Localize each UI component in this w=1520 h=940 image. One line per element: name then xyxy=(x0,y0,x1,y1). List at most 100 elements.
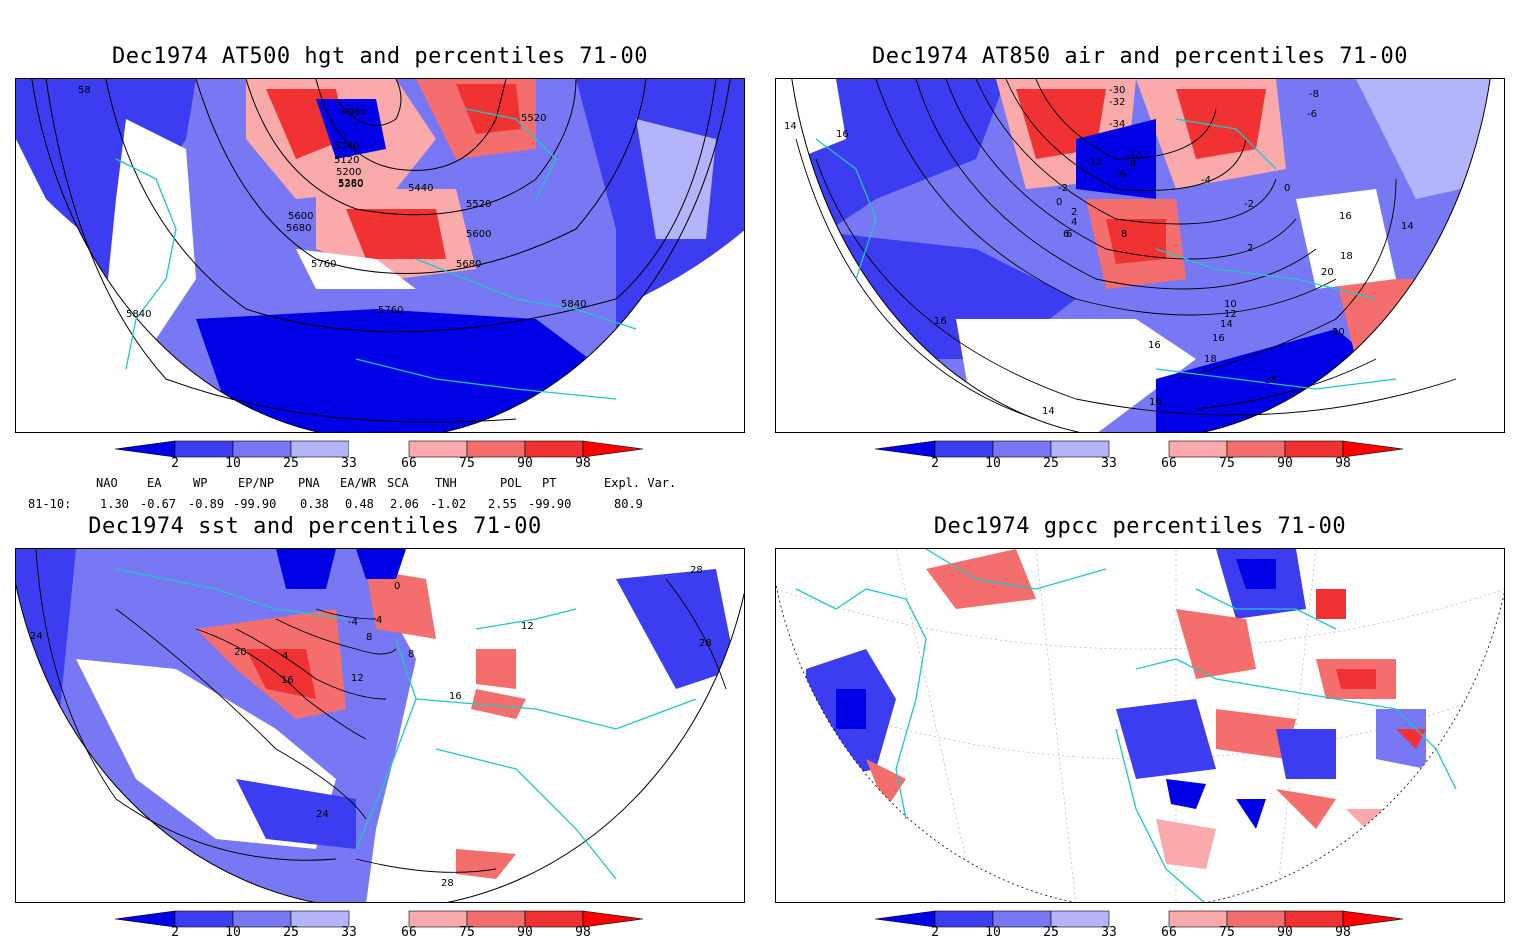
colorbar-tick: 33 xyxy=(1101,456,1117,471)
index-value: 0.38 xyxy=(300,497,329,511)
index-value: 2.06 xyxy=(390,497,419,511)
contour-label: 4 xyxy=(282,651,288,662)
contour-label: 0 xyxy=(394,581,400,592)
contour-label: 24 xyxy=(316,809,329,820)
index-value: -99.90 xyxy=(233,497,277,511)
panel-title-hgt: Dec1974 AT500 hgt and percentiles 71-00 xyxy=(111,44,649,69)
contour-label: 0 xyxy=(1284,183,1290,194)
index-value: 0.48 xyxy=(345,497,374,511)
contour-label: 8 xyxy=(1121,229,1127,240)
colorbar-tick: 33 xyxy=(341,925,357,940)
index-header: TNH xyxy=(435,476,457,490)
contour-label: 5840 xyxy=(126,309,151,320)
colorbar-tick: 90 xyxy=(517,456,533,471)
colorbar-tick: 33 xyxy=(1101,925,1117,940)
colorbar-tick: 25 xyxy=(283,456,299,471)
index-header: SCA xyxy=(387,476,409,490)
contour-label: -2 xyxy=(1058,183,1068,194)
index-header: EA xyxy=(147,476,162,490)
hgt-map-svg: 4960 5040 5120 5200 5280 5360 5440 5520 … xyxy=(16,79,744,432)
index-value: 80.9 xyxy=(614,497,643,511)
colorbar-tick: 90 xyxy=(1277,456,1293,471)
index-header: Expl. Var. xyxy=(604,476,677,490)
colorbar-tick: 66 xyxy=(1161,925,1177,940)
colorbar-tick: 66 xyxy=(1161,456,1177,471)
contour-label: 20 xyxy=(1321,267,1334,278)
colorbar-gpcc xyxy=(875,910,1404,928)
colorbar-tick: 25 xyxy=(1043,456,1059,471)
contour-label: 16 xyxy=(1212,333,1225,344)
contour-label: -8 xyxy=(1126,159,1136,170)
contour-label: 14 xyxy=(784,121,797,132)
index-value: 1.30 xyxy=(100,497,129,511)
map-panel-sst: 24 20 16 12 8 4 0 -4 4 8 16 24 28 28 28 … xyxy=(15,548,745,903)
contour-label: -10 xyxy=(1126,151,1142,162)
colorbar-tick: 10 xyxy=(985,925,1001,940)
colorbar-tick: 75 xyxy=(459,925,475,940)
colorbar-tick: 2 xyxy=(171,456,179,471)
contour-label: 5360 xyxy=(338,179,363,190)
contour-label: 6 xyxy=(1066,229,1072,240)
hgt-contour-labels: 4960 5040 5120 5200 5280 5360 5440 5520 … xyxy=(78,85,586,320)
contour-label: 16 xyxy=(1339,211,1352,222)
index-header: NAO xyxy=(96,476,118,490)
index-value: -1.02 xyxy=(430,497,467,511)
contour-label: 5280 xyxy=(338,178,363,189)
index-value: -0.89 xyxy=(188,497,225,511)
map-panel-hgt: 4960 5040 5120 5200 5280 5360 5440 5520 … xyxy=(15,78,745,433)
contour-label: 18 xyxy=(1264,375,1277,386)
air-contour-labels: -30 -32 -34 -12 -10 -8 -6 -2 0 2 4 6 8 1… xyxy=(784,85,1414,417)
air-map-svg: -30 -32 -34 -12 -10 -8 -6 -2 0 2 4 6 8 1… xyxy=(784,79,1496,432)
colorbar-tick: 75 xyxy=(1219,925,1235,940)
index-header: POL xyxy=(500,476,522,490)
contour-label: 5840 xyxy=(561,299,586,310)
colorbar-tick: 2 xyxy=(931,925,939,940)
air-contours xyxy=(795,79,1457,420)
contour-label: 5520 xyxy=(466,199,491,210)
sst-contour-labels: 24 20 16 12 8 4 0 -4 4 8 16 24 28 28 28 … xyxy=(30,565,712,889)
contour-label: 4 xyxy=(1071,217,1077,228)
colorbar-tick: 25 xyxy=(283,925,299,940)
contour-label: 5440 xyxy=(408,183,433,194)
contour-label: 18 xyxy=(1204,354,1217,365)
gpcc-map-svg xyxy=(776,549,1504,902)
contour-label: 6 xyxy=(1063,229,1069,240)
colorbar-tick: 90 xyxy=(517,925,533,940)
index-header: EA/WR xyxy=(340,476,377,490)
air-coastlines xyxy=(815,118,1397,390)
panel-title-air: Dec1974 AT850 air and percentiles 71-00 xyxy=(871,44,1409,69)
colorbar-tick: 66 xyxy=(401,925,417,940)
colorbar-tick: 10 xyxy=(225,456,241,471)
contour-label: 4 xyxy=(376,615,382,626)
contour-label: 16 xyxy=(281,675,294,686)
colorbar-tick: 75 xyxy=(459,456,475,471)
contour-label: 8 xyxy=(366,632,372,643)
contour-label: 5760 xyxy=(311,259,336,270)
contour-label: 16 xyxy=(449,691,462,702)
contour-label: 16 xyxy=(934,316,947,327)
contour-label: 12 xyxy=(1224,309,1237,320)
hgt-contours xyxy=(45,79,717,423)
colorbar-tick: 75 xyxy=(1219,456,1235,471)
contour-label: -2 xyxy=(1244,199,1254,210)
hgt-field xyxy=(16,79,744,432)
colorbar-air xyxy=(875,440,1404,458)
contour-label: 5520 xyxy=(521,113,546,124)
contour-label: 28 xyxy=(699,638,712,649)
hgt-coastlines xyxy=(115,108,637,400)
index-header: WP xyxy=(193,476,208,490)
contour-label: 2 xyxy=(1247,243,1253,254)
contour-label: -6 xyxy=(1307,109,1317,120)
contour-label: 5200 xyxy=(336,167,361,178)
colorbar-tick: 98 xyxy=(1335,925,1351,940)
index-header: EP/NP xyxy=(238,476,275,490)
sst-coastlines xyxy=(115,568,697,880)
contour-label: 20 xyxy=(1332,327,1345,338)
contour-label: 10 xyxy=(1224,299,1237,310)
contour-label: 14 xyxy=(1042,406,1055,417)
panel-title-sst: Dec1974 sst and percentiles 71-00 xyxy=(88,514,542,539)
contour-label: -6 xyxy=(1116,169,1126,180)
contour-label: 16 xyxy=(1149,397,1162,408)
contour-label: 20 xyxy=(234,647,247,658)
contour-label: -30 xyxy=(1109,85,1125,96)
